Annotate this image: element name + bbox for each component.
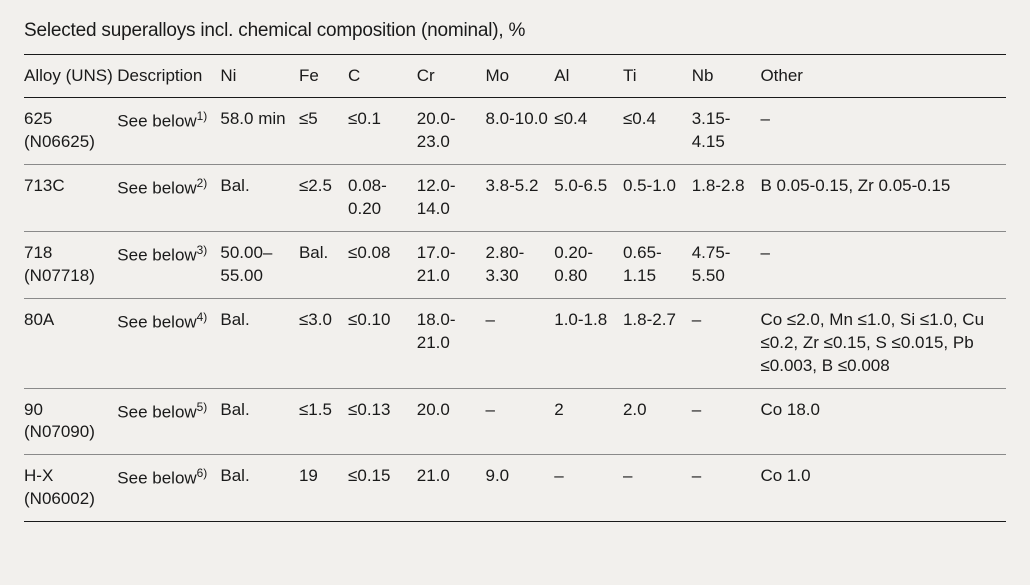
cell-value: 2	[554, 388, 623, 455]
cell-value: ≤0.10	[348, 298, 417, 388]
cell-description: See below5)	[117, 388, 220, 455]
cell-value: 2.0	[623, 388, 692, 455]
cell-value: 58.0 min	[220, 98, 299, 165]
page-title: Selected superalloys incl. chemical comp…	[24, 20, 1006, 42]
cell-value: –	[692, 298, 761, 388]
cell-value: 18.0-21.0	[417, 298, 486, 388]
footnote-ref: 2)	[197, 176, 208, 190]
cell-value: 20.0-23.0	[417, 98, 486, 165]
cell-value: 4.75-5.50	[692, 231, 761, 298]
col-header: C	[348, 55, 417, 98]
cell-value: 3.15-4.15	[692, 98, 761, 165]
cell-value: 1.8-2.8	[692, 164, 761, 231]
cell-value: –	[760, 98, 1006, 165]
footnote-ref: 4)	[197, 310, 208, 324]
cell-value: 5.0-6.5	[554, 164, 623, 231]
table-row: 713CSee below2)Bal.≤2.50.08-0.2012.0-14.…	[24, 164, 1006, 231]
col-header: Alloy (UNS)	[24, 55, 117, 98]
table-header-row: Alloy (UNS) Description Ni Fe C Cr Mo Al…	[24, 55, 1006, 98]
cell-value: 12.0-14.0	[417, 164, 486, 231]
cell-value: Co ≤2.0, Mn ≤1.0, Si ≤1.0, Cu ≤0.2, Zr ≤…	[760, 298, 1006, 388]
table-row: 718 (N07718)See below3)50.00–55.00Bal.≤0…	[24, 231, 1006, 298]
cell-alloy: 718 (N07718)	[24, 231, 117, 298]
cell-value: ≤0.1	[348, 98, 417, 165]
cell-value: Bal.	[220, 298, 299, 388]
cell-value: 2.80-3.30	[486, 231, 555, 298]
cell-value: –	[623, 455, 692, 522]
cell-value: ≤0.08	[348, 231, 417, 298]
cell-value: ≤1.5	[299, 388, 348, 455]
table-row: H-X (N06002)See below6)Bal.19≤0.1521.09.…	[24, 455, 1006, 522]
footnote-ref: 1)	[197, 109, 208, 123]
cell-value: 1.0-1.8	[554, 298, 623, 388]
cell-description: See below6)	[117, 455, 220, 522]
cell-value: –	[486, 388, 555, 455]
cell-value: B 0.05-0.15, Zr 0.05-0.15	[760, 164, 1006, 231]
cell-description: See below1)	[117, 98, 220, 165]
cell-value: 0.20-0.80	[554, 231, 623, 298]
cell-value: Bal.	[220, 455, 299, 522]
cell-value: 0.5-1.0	[623, 164, 692, 231]
cell-value: –	[692, 388, 761, 455]
col-header: Ti	[623, 55, 692, 98]
cell-value: 21.0	[417, 455, 486, 522]
col-header: Other	[760, 55, 1006, 98]
col-header: Mo	[486, 55, 555, 98]
cell-value: 20.0	[417, 388, 486, 455]
col-header: Al	[554, 55, 623, 98]
col-header: Fe	[299, 55, 348, 98]
cell-alloy: H-X (N06002)	[24, 455, 117, 522]
cell-value: 0.08-0.20	[348, 164, 417, 231]
cell-value: 3.8-5.2	[486, 164, 555, 231]
cell-value: ≤0.4	[623, 98, 692, 165]
cell-description: See below4)	[117, 298, 220, 388]
cell-value: 50.00–55.00	[220, 231, 299, 298]
table-row: 80ASee below4)Bal.≤3.0≤0.1018.0-21.0–1.0…	[24, 298, 1006, 388]
cell-value: ≤5	[299, 98, 348, 165]
cell-value: Bal.	[220, 164, 299, 231]
col-header: Description	[117, 55, 220, 98]
cell-alloy: 80A	[24, 298, 117, 388]
cell-alloy: 625 (N06625)	[24, 98, 117, 165]
cell-value: Co 1.0	[760, 455, 1006, 522]
cell-value: ≤0.4	[554, 98, 623, 165]
cell-value: 0.65-1.15	[623, 231, 692, 298]
col-header: Nb	[692, 55, 761, 98]
cell-description: See below3)	[117, 231, 220, 298]
cell-value: Bal.	[220, 388, 299, 455]
cell-alloy: 90 (N07090)	[24, 388, 117, 455]
cell-value: Co 18.0	[760, 388, 1006, 455]
cell-value: –	[760, 231, 1006, 298]
cell-value: 1.8-2.7	[623, 298, 692, 388]
cell-value: 8.0-10.0	[486, 98, 555, 165]
cell-value: –	[554, 455, 623, 522]
cell-value: ≤2.5	[299, 164, 348, 231]
cell-alloy: 713C	[24, 164, 117, 231]
col-header: Ni	[220, 55, 299, 98]
cell-value: ≤3.0	[299, 298, 348, 388]
cell-value: Bal.	[299, 231, 348, 298]
composition-table: Alloy (UNS) Description Ni Fe C Cr Mo Al…	[24, 54, 1006, 522]
cell-value: 9.0	[486, 455, 555, 522]
cell-description: See below2)	[117, 164, 220, 231]
col-header: Cr	[417, 55, 486, 98]
footnote-ref: 5)	[197, 400, 208, 414]
table-body: 625 (N06625)See below1)58.0 min≤5≤0.120.…	[24, 98, 1006, 522]
footnote-ref: 3)	[197, 243, 208, 257]
cell-value: ≤0.15	[348, 455, 417, 522]
cell-value: 17.0-21.0	[417, 231, 486, 298]
cell-value: ≤0.13	[348, 388, 417, 455]
table-row: 625 (N06625)See below1)58.0 min≤5≤0.120.…	[24, 98, 1006, 165]
footnote-ref: 6)	[197, 466, 208, 480]
table-row: 90 (N07090)See below5)Bal.≤1.5≤0.1320.0–…	[24, 388, 1006, 455]
cell-value: –	[692, 455, 761, 522]
cell-value: –	[486, 298, 555, 388]
cell-value: 19	[299, 455, 348, 522]
